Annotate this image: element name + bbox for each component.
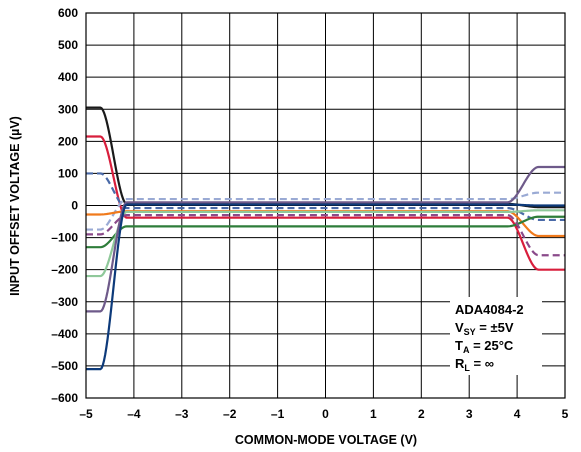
y-tick-label: –400: [51, 327, 78, 341]
series-line: [86, 209, 565, 278]
plot-frame: [85, 12, 566, 399]
x-tick-label: –5: [79, 407, 93, 421]
series-line: [86, 214, 565, 257]
x-tick-label: –4: [127, 407, 141, 421]
series-line: [86, 165, 565, 313]
y-tick-label: 300: [58, 102, 78, 116]
y-tick-labels: 600 500 400 300 200 100 0 –100 –200 –300 –400 –500 –…: [51, 6, 78, 405]
annotation-box: ADA4084-2 VSY = ±5V TA = 25°C RL = ∞: [450, 297, 542, 375]
series-line: [86, 172, 565, 222]
annotation-ta: TA = 25°C: [455, 338, 514, 355]
x-tick-label: –1: [271, 407, 285, 421]
series-line: [86, 203, 565, 371]
x-tick-labels: –5 –4 –3 –2 –1 0 1 2 3 4 5: [79, 407, 568, 421]
series-line: [86, 135, 565, 271]
y-tick-label: –300: [51, 295, 78, 309]
annotation-part: ADA4084-2: [455, 302, 524, 317]
y-tick-label: 400: [58, 70, 78, 84]
y-tick-label: –200: [51, 263, 78, 277]
x-tick-label: 2: [418, 407, 425, 421]
annotation-rl: RL = ∞: [455, 356, 494, 373]
y-tick-label: 200: [58, 134, 78, 148]
y-tick-label: –500: [51, 359, 78, 373]
series-layer: [86, 106, 565, 371]
y-tick-label: –600: [51, 391, 78, 405]
x-tick-label: –3: [175, 407, 189, 421]
series-line: [86, 215, 565, 249]
x-tick-label: 5: [562, 407, 569, 421]
annotation-vsy: VSY = ±5V: [455, 320, 514, 337]
x-tick-label: 4: [514, 407, 521, 421]
y-tick-label: –100: [51, 231, 78, 245]
annotation-background: [450, 297, 542, 375]
x-axis-title: COMMON-MODE VOLTAGE (V): [235, 433, 417, 447]
x-tick-label: 3: [466, 407, 473, 421]
y-tick-label: 100: [58, 166, 78, 180]
y-tick-label: 0: [71, 199, 78, 213]
x-tick-label: 1: [370, 407, 377, 421]
series-line: [86, 191, 565, 231]
x-tick-label: –2: [223, 407, 237, 421]
y-tick-label: 500: [58, 38, 78, 52]
y-axis-title: INPUT OFFSET VOLTAGE (µV): [8, 116, 22, 296]
y-tick-label: 600: [58, 6, 78, 20]
x-tick-label: 0: [322, 407, 329, 421]
